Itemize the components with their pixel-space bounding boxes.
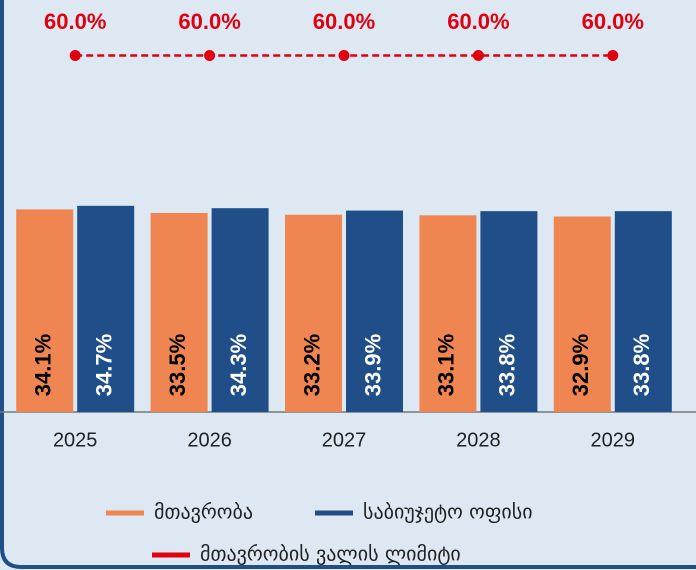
- x-tick-label: 2027: [322, 429, 367, 451]
- x-tick-label: 2025: [53, 429, 98, 451]
- bar-label: 33.8%: [495, 334, 520, 396]
- line-point: [338, 49, 350, 61]
- bar-label: 33.9%: [360, 334, 385, 396]
- bar-label: 34.3%: [226, 334, 251, 396]
- line-label: 60.0%: [44, 9, 106, 34]
- line-point: [204, 49, 216, 61]
- x-tick-label: 2026: [187, 429, 232, 451]
- bar-label: 33.2%: [299, 334, 324, 396]
- bar: [480, 211, 538, 412]
- line-label: 60.0%: [313, 9, 375, 34]
- legend-label: საბიუჯეტო ოფისი: [363, 500, 533, 524]
- x-tick-label: 2028: [456, 429, 501, 451]
- bar: [553, 216, 611, 412]
- x-tick-label: 2029: [591, 429, 636, 451]
- bar: [419, 215, 477, 412]
- bar: [150, 212, 208, 412]
- line-label: 60.0%: [178, 9, 240, 34]
- bar-label: 34.7%: [92, 334, 117, 396]
- line-label: 60.0%: [582, 9, 644, 34]
- legend-label: მთავრობის ვალის ლიმიტი: [200, 542, 461, 566]
- bar: [285, 214, 342, 412]
- bar-label: 32.9%: [568, 334, 593, 396]
- bar-label: 33.1%: [434, 334, 459, 396]
- bar-label: 33.5%: [165, 334, 190, 396]
- line-point: [607, 49, 619, 61]
- bar: [211, 208, 269, 412]
- bar: [16, 209, 74, 412]
- line-label: 60.0%: [447, 9, 509, 34]
- line-point: [69, 49, 81, 61]
- bar: [346, 210, 403, 412]
- bar: [614, 211, 672, 412]
- bar-label: 33.8%: [629, 334, 654, 396]
- bar: [77, 205, 135, 412]
- bar-label: 34.1%: [31, 334, 56, 396]
- line-point: [472, 49, 484, 61]
- legend-label: მთავრობა: [154, 500, 253, 524]
